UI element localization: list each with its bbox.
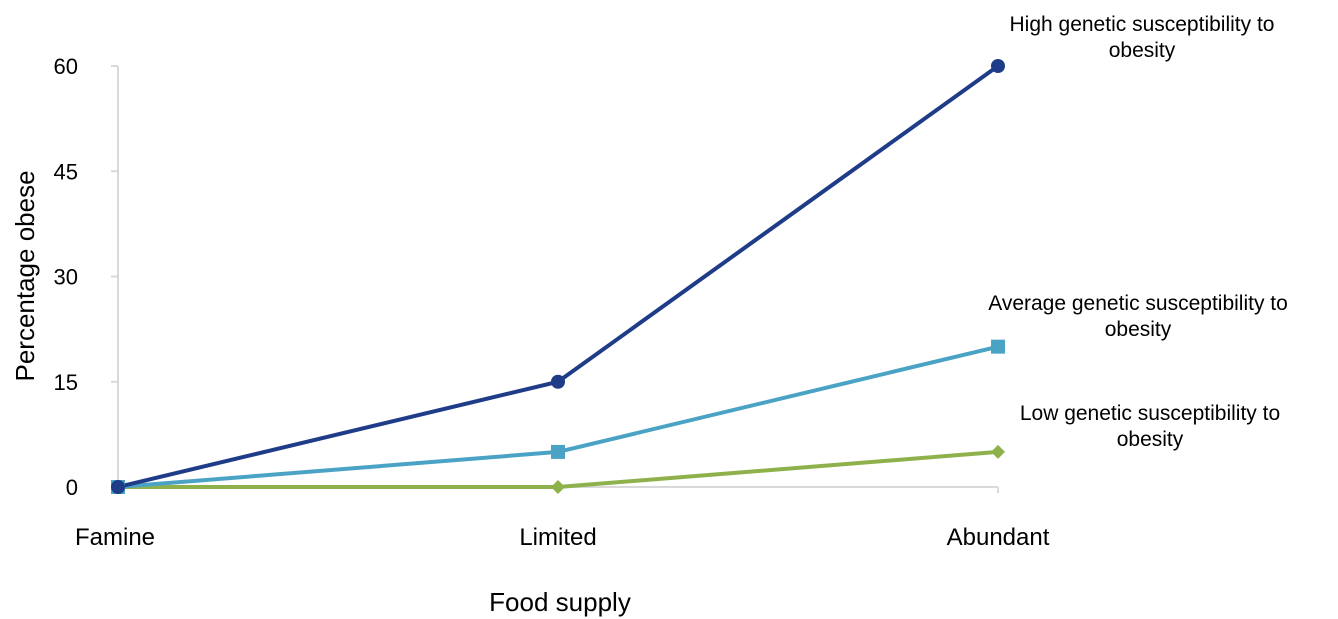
data-point-square <box>991 339 1005 354</box>
series-label: High genetic susceptibility to <box>1010 13 1275 36</box>
series-markers <box>111 59 1005 494</box>
series-line <box>117 344 999 489</box>
y-tick-label: 45 <box>54 159 78 184</box>
data-point-diamond <box>991 444 1005 459</box>
data-point-circle <box>551 374 565 389</box>
y-tick-label: 30 <box>54 265 78 290</box>
data-point-circle <box>991 59 1005 73</box>
y-axis-ticks: 0 15 30 45 60 <box>54 54 118 500</box>
x-category-label: Limited <box>519 524 596 551</box>
data-point-circle <box>111 480 125 494</box>
y-tick-label: 0 <box>66 475 78 500</box>
y-tick-label: 60 <box>54 54 78 79</box>
series-label: obesity <box>1109 39 1176 62</box>
series-label: Average genetic susceptibility to <box>988 292 1288 315</box>
x-category-label: Famine <box>75 524 155 551</box>
x-axis-title: Food supply <box>489 587 631 617</box>
series-lines <box>117 64 1000 489</box>
series-label: obesity <box>1105 318 1172 341</box>
data-point-square <box>551 444 565 459</box>
data-point-diamond <box>551 480 565 494</box>
x-category-label: Abundant <box>947 524 1050 551</box>
series-line <box>117 64 1000 489</box>
series-labels: High genetic susceptibility to obesity Ave… <box>988 13 1288 451</box>
y-tick-label: 15 <box>54 370 78 395</box>
y-axis-title: Percentage obese <box>10 170 40 381</box>
x-axis-categories: Famine Limited Abundant <box>75 487 1050 551</box>
series-label: Low genetic susceptibility to <box>1020 402 1280 425</box>
series-label: obesity <box>1117 428 1184 451</box>
